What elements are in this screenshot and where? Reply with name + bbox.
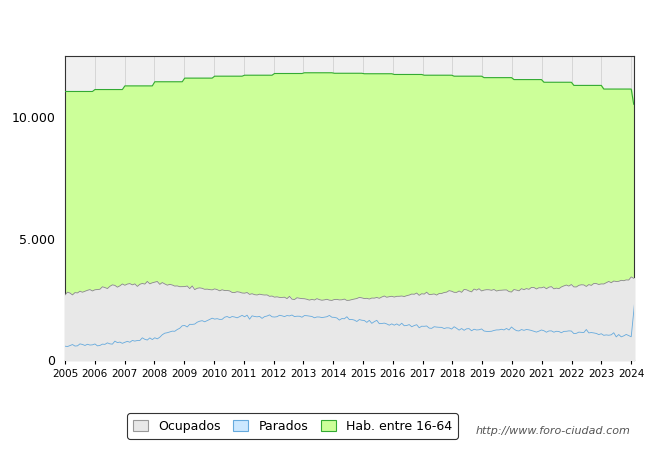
Text: http://www.foro-ciudad.com: http://www.foro-ciudad.com [476,427,630,436]
Legend: Ocupados, Parados, Hab. entre 16-64: Ocupados, Parados, Hab. entre 16-64 [127,413,458,439]
Text: Castilleja de la Cuesta - Evolucion de la poblacion en edad de Trabajar Mayo de : Castilleja de la Cuesta - Evolucion de l… [27,17,623,30]
